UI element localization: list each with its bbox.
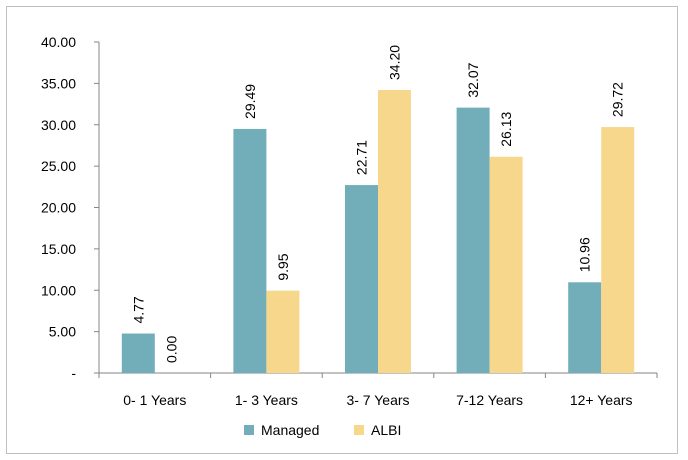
bar-albi-2: [378, 89, 411, 374]
y-axis: - 5.00 10.00 15.00 20.00 25.00 30.00 35.00 40.00: [41, 34, 100, 381]
y-tick-label: 25.00: [41, 158, 76, 174]
bar-managed-4: [568, 282, 602, 373]
bar-chart: - 5.00 10.00 15.00 20.00 25.00 30.00 35.00 40.00…: [41, 34, 658, 438]
y-tick-label: 40.00: [41, 34, 76, 50]
data-label-albi-0: 0.00: [163, 336, 179, 363]
chart-frame: - 5.00 10.00 15.00 20.00 25.00 30.00 35.00 40.00…: [6, 6, 678, 454]
y-tick-label: -: [71, 365, 76, 381]
x-tick-label: 0- 1 Years: [123, 392, 186, 408]
data-label-managed-0: 4.77: [130, 296, 146, 323]
bar-managed-0: [121, 333, 155, 373]
x-tick-label: 7-12 Years: [456, 392, 523, 408]
x-axis: 0- 1 Years 1- 3 Years 3- 7 Years 7-12 Years…: [98, 372, 658, 408]
bar-managed-1: [233, 128, 267, 373]
x-tick-label: 3- 7 Years: [346, 392, 409, 408]
data-labels: 4.77 29.49 22.71 32.07 10.96 0.00 9.95 34.20 26.…: [130, 45, 625, 363]
legend-swatch-managed: [244, 425, 254, 435]
x-tick-label: 1- 3 Years: [235, 392, 298, 408]
bar-managed-3: [456, 107, 490, 373]
y-tick-label: 20.00: [41, 200, 76, 216]
y-tick-label: 30.00: [41, 117, 76, 133]
bar-albi-1: [266, 290, 300, 373]
bar-albi-4: [601, 127, 635, 373]
y-tick-label: 35.00: [41, 75, 76, 91]
data-label-albi-1: 9.95: [275, 253, 291, 280]
legend-label-albi: ALBI: [371, 422, 401, 438]
data-label-managed-1: 29.49: [242, 84, 258, 119]
bars: [121, 89, 635, 374]
legend: Managed ALBI: [244, 422, 401, 438]
legend-label-managed: Managed: [261, 422, 319, 438]
bar-albi-3: [489, 156, 523, 373]
bar-managed-2: [345, 185, 378, 373]
y-tick-label: 5.00: [49, 324, 76, 340]
data-label-albi-2: 34.20: [387, 45, 403, 80]
data-label-managed-4: 10.96: [577, 237, 593, 272]
data-label-managed-2: 22.71: [354, 140, 370, 175]
data-label-managed-3: 32.07: [465, 62, 481, 97]
x-tick-label: 12+ Years: [570, 392, 633, 408]
data-label-albi-3: 26.13: [498, 112, 514, 147]
y-tick-label: 10.00: [41, 282, 76, 298]
legend-swatch-albi: [354, 425, 364, 435]
y-tick-label: 15.00: [41, 241, 76, 257]
data-label-albi-4: 29.72: [610, 82, 626, 117]
